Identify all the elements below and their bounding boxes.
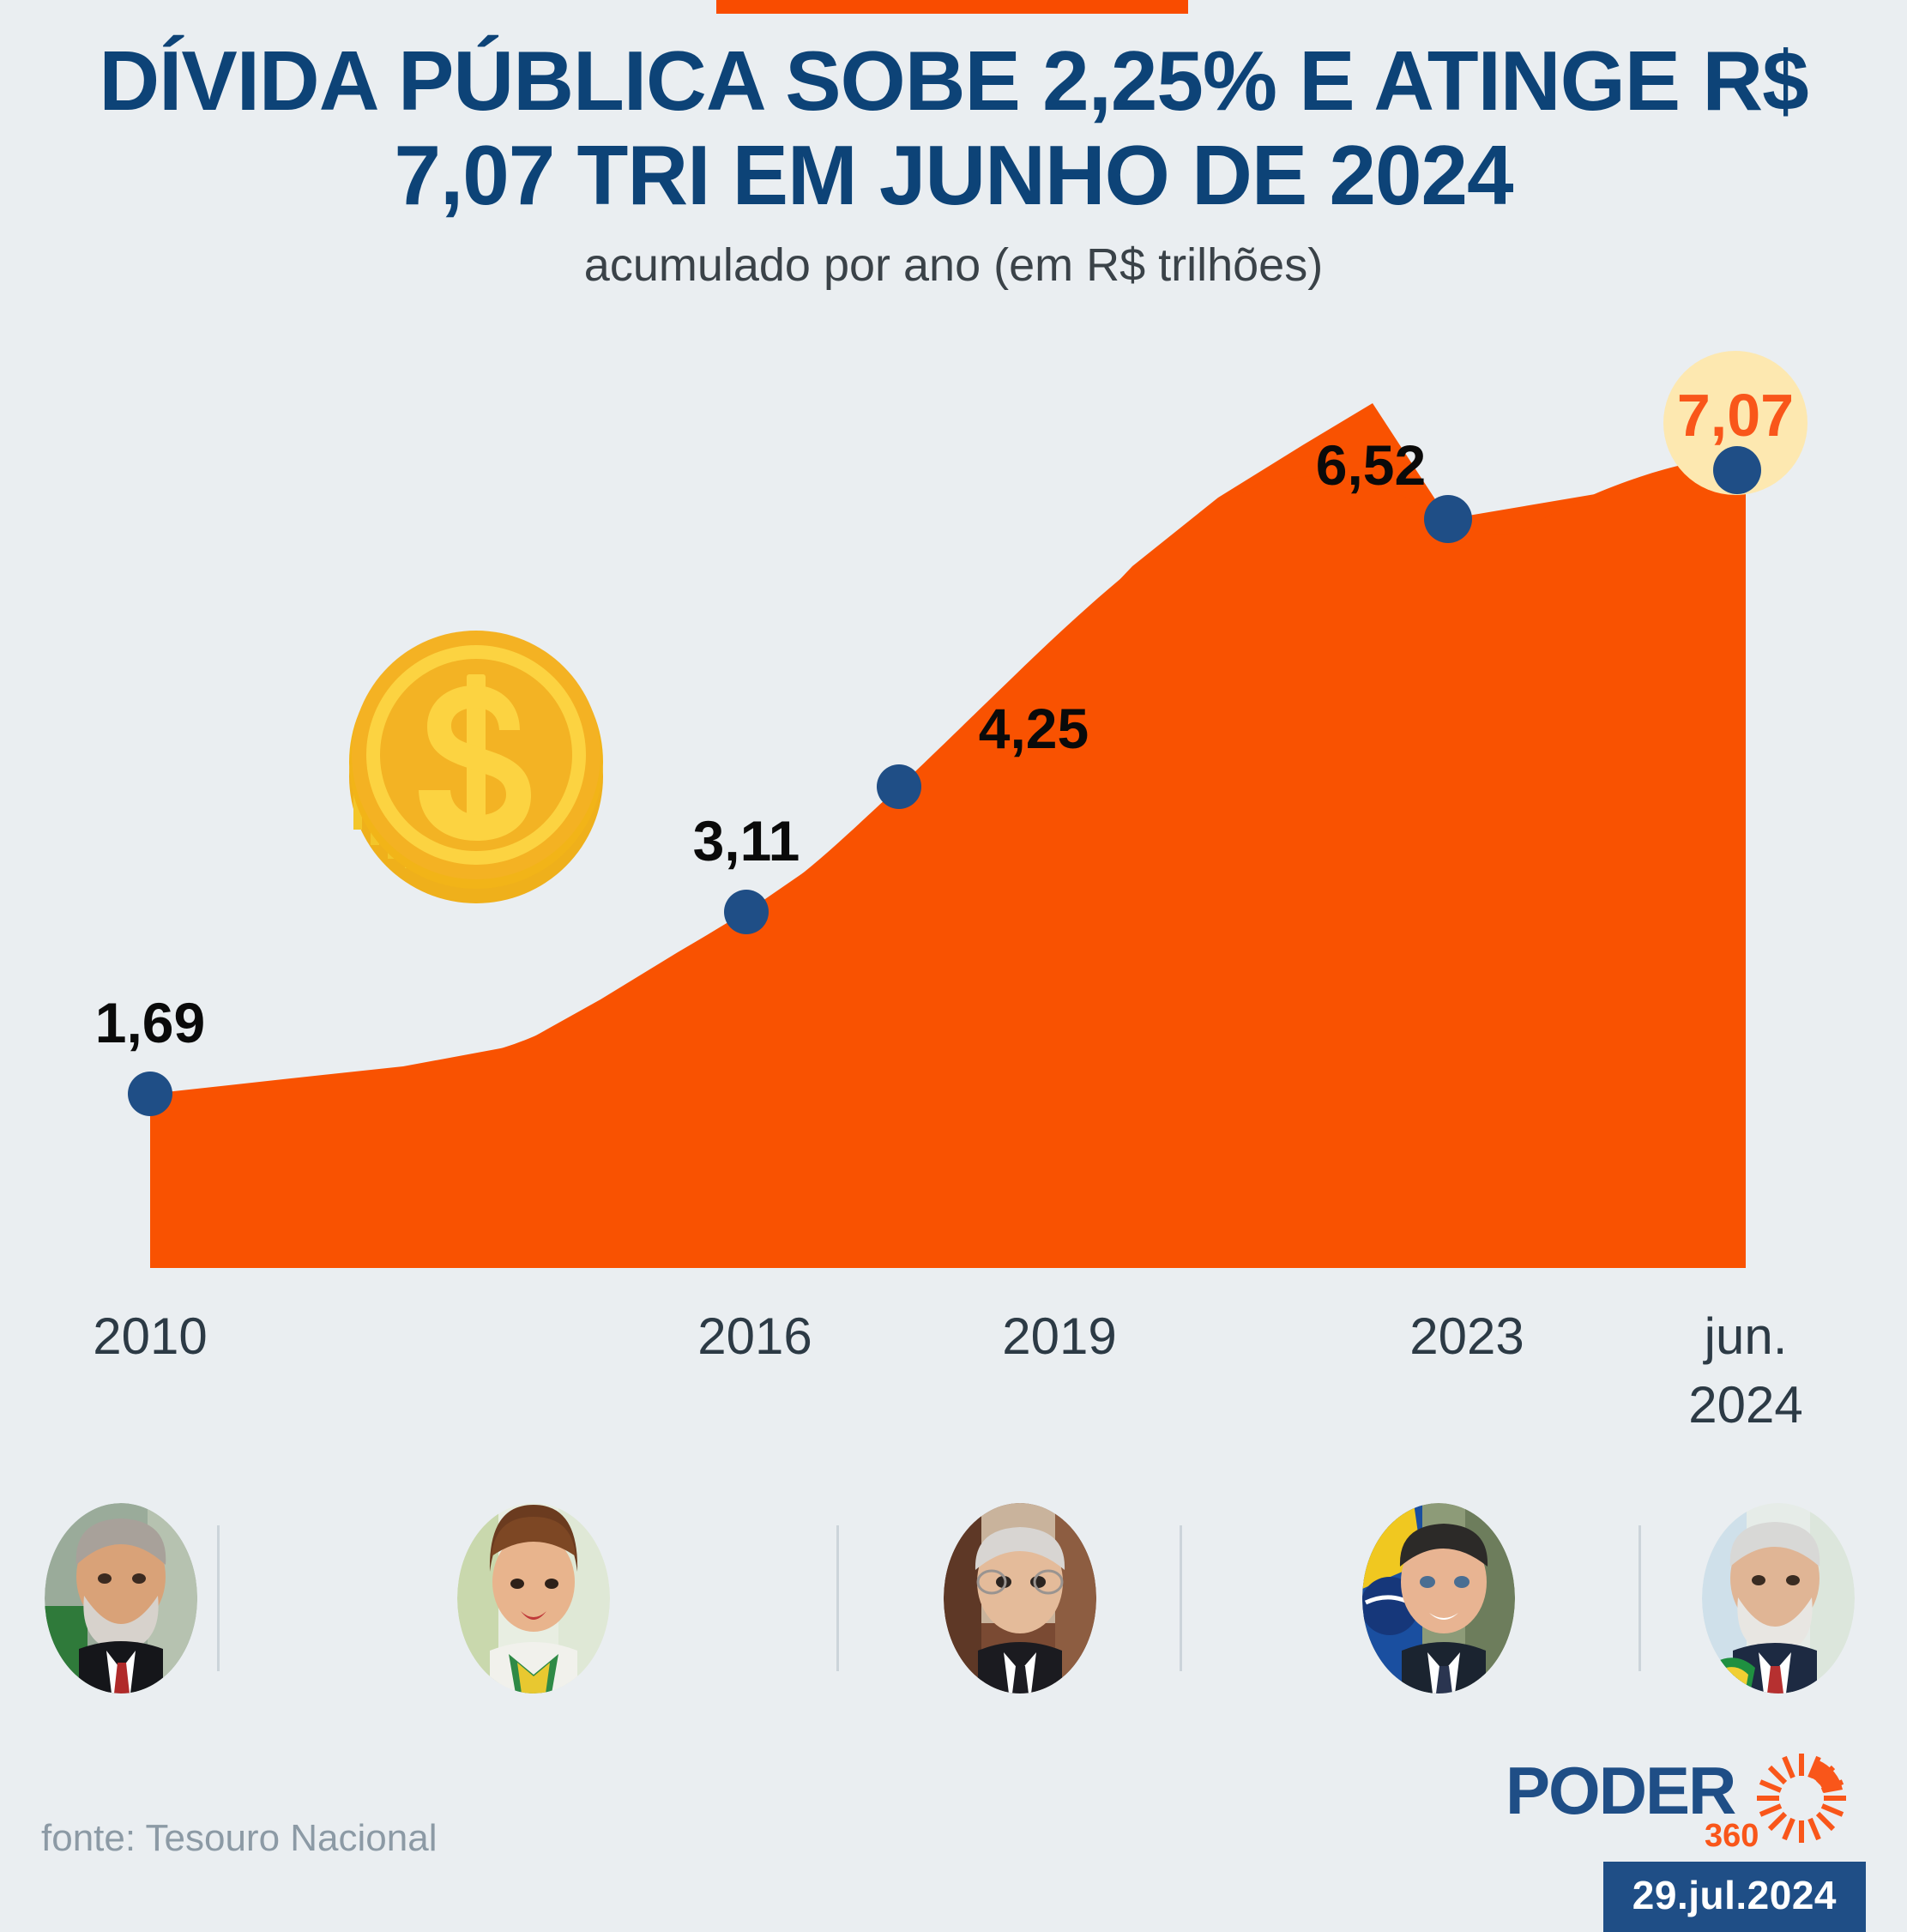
- page-subtitle: acumulado por ano (em R$ trilhões): [583, 238, 1324, 291]
- president-separator-1: [217, 1525, 220, 1671]
- president-separator-4: [1638, 1525, 1641, 1671]
- portrait-dilma: [457, 1503, 610, 1694]
- page-title: DÍVIDA PÚBLICA SOBE 2,25% E ATINGE R$ 7,…: [99, 33, 1808, 222]
- value-label-2016: 3,11: [693, 809, 800, 872]
- value-label-2023: 6,52: [1316, 433, 1426, 497]
- president-separator-2: [836, 1525, 839, 1671]
- header: DÍVIDA PÚBLICA SOBE 2,25% E ATINGE R$ 7,…: [0, 33, 1907, 292]
- publication-date-badge: 29.jul.2024: [1602, 1862, 1866, 1932]
- axis-tick-2024: 2024: [1688, 1376, 1802, 1434]
- data-point-2010[interactable]: [128, 1072, 172, 1116]
- president-separator-3: [1180, 1525, 1182, 1671]
- logo-subtext: 360: [1705, 1818, 1759, 1853]
- portrait-bolsonaro: [1362, 1503, 1515, 1694]
- axis-tick-2019: 2019: [1002, 1307, 1116, 1365]
- source-note: fonte: Tesouro Nacional: [41, 1817, 438, 1859]
- axis-tick-jun: jun.: [1703, 1307, 1788, 1365]
- data-point-2019[interactable]: [877, 764, 921, 809]
- area-series-path: [150, 403, 1746, 1268]
- poder360-logo: PODER 360: [1506, 1750, 1866, 1854]
- value-label-2010: 1,69: [95, 991, 205, 1054]
- presidents-strip: [0, 1503, 1907, 1694]
- top-accent-bar: [716, 0, 1188, 14]
- portrait-lula-2023: [1702, 1503, 1855, 1694]
- value-label-jun-2024: 7,07: [1677, 382, 1794, 449]
- data-point-jun-2024[interactable]: [1713, 446, 1761, 494]
- portrait-lula-2010: [45, 1503, 197, 1694]
- axis-tick-2016: 2016: [697, 1307, 812, 1365]
- data-point-2023[interactable]: [1424, 495, 1472, 543]
- value-label-2019: 4,25: [979, 697, 1089, 760]
- dollar-sign-icon: [419, 674, 531, 841]
- portrait-temer: [944, 1503, 1096, 1694]
- gold-coin-icon: [349, 631, 603, 903]
- logo-wordmark: PODER: [1506, 1753, 1735, 1828]
- axis-tick-2010: 2010: [93, 1307, 207, 1365]
- sun-burst-icon: [1757, 1754, 1846, 1843]
- data-point-2016[interactable]: [724, 890, 769, 934]
- axis-tick-2023: 2023: [1409, 1307, 1524, 1365]
- highlight-circle: [1663, 351, 1807, 495]
- area-series-outline: [150, 462, 1746, 1268]
